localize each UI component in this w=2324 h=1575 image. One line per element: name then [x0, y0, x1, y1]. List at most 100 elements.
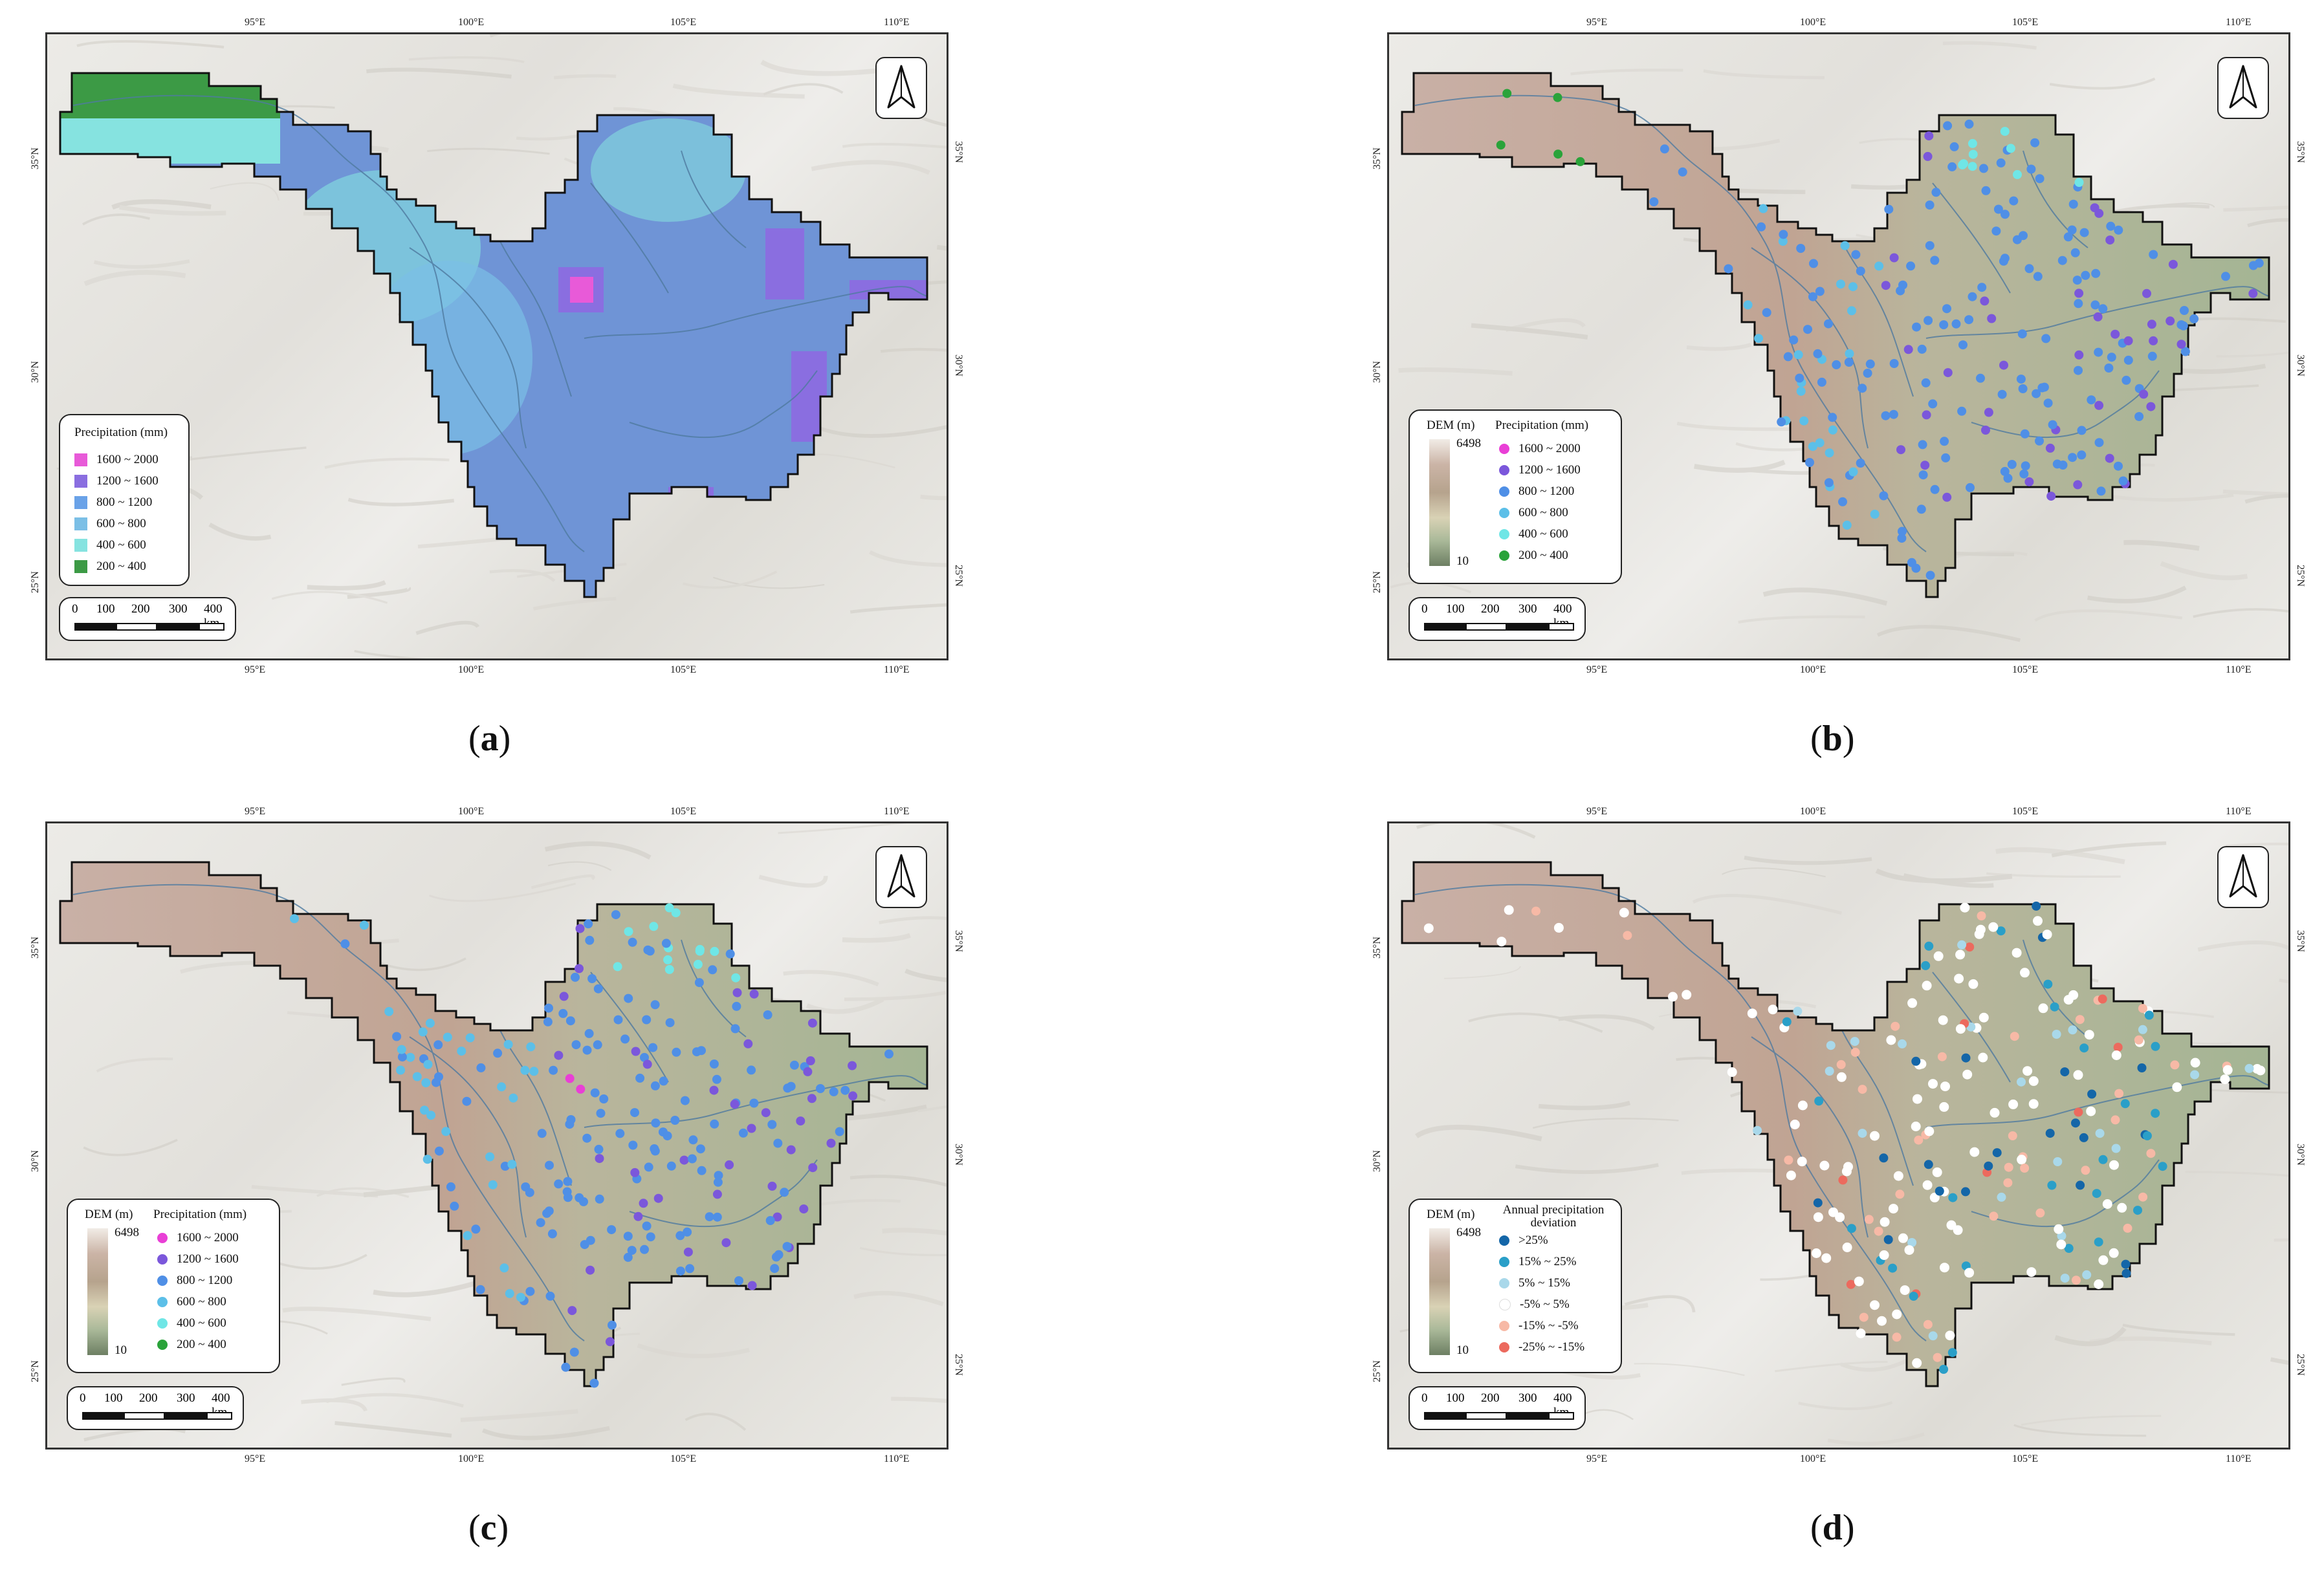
station-marker: [613, 1015, 623, 1025]
station-marker: [1891, 1021, 1900, 1031]
station-marker: [2023, 1066, 2033, 1076]
station-marker: [1821, 1253, 1832, 1263]
scale-label: 300: [169, 602, 188, 616]
station-marker: [2043, 979, 2053, 989]
station-marker: [536, 1218, 545, 1228]
station-marker: [2079, 1133, 2088, 1142]
lat-tick-label: 30°N: [2295, 354, 2306, 376]
legend-item: 600 ~ 800: [74, 516, 146, 532]
station-marker: [507, 1160, 517, 1169]
legend-label: 200 ~ 400: [96, 559, 146, 573]
station-marker: [1976, 373, 1985, 383]
legend-swatch: [1499, 1235, 1509, 1246]
station-marker: [1858, 1129, 1867, 1138]
station-marker: [1900, 1285, 1910, 1296]
station-marker: [2003, 473, 2013, 483]
station-marker: [1817, 377, 1826, 387]
scale-label: 200: [1481, 602, 1500, 616]
station-marker: [595, 1154, 604, 1164]
station-marker: [1930, 255, 1940, 265]
station-marker: [1754, 334, 1764, 343]
station-marker: [1941, 453, 1951, 462]
station-marker: [803, 1067, 813, 1076]
station-marker: [1856, 459, 1865, 468]
station-marker: [2006, 144, 2015, 153]
station-marker: [2082, 1270, 2092, 1279]
station-marker: [559, 992, 569, 1001]
station-marker: [2041, 334, 2051, 343]
station-marker: [1623, 931, 1632, 940]
station-marker: [1880, 1217, 1890, 1227]
legend-swatch: [157, 1233, 168, 1243]
station-marker: [695, 944, 705, 954]
station-marker: [2074, 178, 2084, 187]
station-marker: [725, 949, 735, 959]
station-marker: [2077, 426, 2087, 435]
station-marker: [471, 1224, 481, 1234]
scale-label: 0: [80, 1391, 86, 1405]
station-marker: [2048, 420, 2057, 429]
station-marker: [500, 1162, 510, 1171]
station-marker: [1832, 360, 1841, 369]
scale-segment: [124, 1412, 165, 1420]
station-marker: [434, 1072, 443, 1081]
station-marker: [1795, 373, 1804, 383]
map-legend: DEM (m) 6498 10 Precipitation (mm) 1600 ~ 20…: [67, 1199, 280, 1373]
legend-swatch: [1499, 1299, 1511, 1310]
station-marker: [1825, 1067, 1834, 1076]
station-marker: [2032, 389, 2041, 398]
station-marker: [2114, 461, 2123, 471]
legend-swatch: [1499, 508, 1509, 518]
scale-label: 0: [1421, 602, 1428, 616]
station-marker: [1923, 1320, 1933, 1329]
station-marker: [730, 1100, 740, 1109]
lon-tick-label: 105°E: [670, 664, 697, 675]
station-marker: [1892, 1332, 1902, 1342]
legend-label: 1200 ~ 1600: [1518, 463, 1581, 477]
station-marker: [485, 1152, 495, 1162]
station-marker: [562, 1187, 572, 1197]
station-marker: [576, 1084, 586, 1094]
station-marker: [2050, 1002, 2059, 1012]
station-marker: [1762, 308, 1771, 318]
scale-label: 100: [1446, 1391, 1465, 1405]
legend-swatch: [74, 453, 87, 466]
station-marker: [749, 989, 759, 999]
lat-tick-label: 25°N: [30, 571, 41, 593]
station-marker: [1796, 244, 1806, 253]
station-marker: [1496, 140, 1506, 150]
station-marker: [2094, 400, 2104, 410]
scale-segment: [116, 623, 157, 631]
map-frame: DEM (m) 6498 10 Precipitation (mm) 1600 ~ 20…: [1387, 32, 2290, 660]
station-marker: [1949, 142, 1959, 151]
lon-tick-label: 100°E: [458, 17, 485, 28]
station-marker: [1889, 1204, 1898, 1214]
station-marker: [796, 1116, 806, 1126]
station-marker: [1668, 992, 1678, 1002]
scale-segment: [206, 1412, 232, 1420]
station-marker: [2026, 164, 2036, 174]
station-marker: [1962, 1069, 1973, 1080]
station-marker: [2021, 461, 2030, 471]
station-marker: [807, 1094, 817, 1103]
station-marker: [1846, 1279, 1856, 1289]
station-marker: [1881, 411, 1891, 420]
station-marker: [1660, 144, 1669, 154]
station-marker: [1984, 407, 1993, 417]
station-marker: [1939, 320, 1949, 330]
station-marker: [2094, 438, 2104, 448]
station-marker: [565, 1074, 575, 1083]
scale-segment: [1424, 623, 1465, 631]
legend-swatch: [157, 1340, 168, 1350]
station-marker: [2053, 1157, 2063, 1166]
station-marker: [2009, 196, 2019, 206]
station-marker: [671, 908, 681, 918]
station-marker: [2149, 336, 2158, 345]
station-marker: [2060, 1067, 2070, 1077]
station-marker: [1743, 300, 1753, 310]
station-marker: [672, 1047, 681, 1057]
station-marker: [2010, 1032, 2019, 1041]
station-marker: [1777, 417, 1786, 427]
panel-caption: (d): [1810, 1508, 1855, 1548]
station-marker: [2058, 461, 2068, 470]
